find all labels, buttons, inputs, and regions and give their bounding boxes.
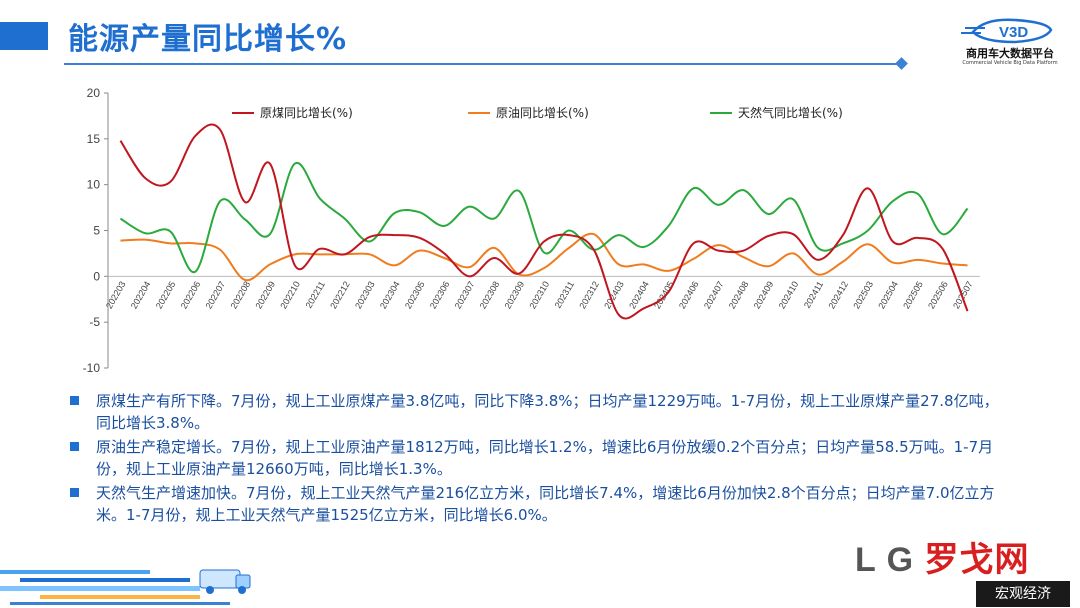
y-axis: -10 -5 0 5 10 15 20 (83, 86, 980, 375)
x-tick-label: 202308 (478, 279, 502, 310)
x-tick-label: 202409 (752, 279, 776, 310)
x-tick-label: 202211 (304, 279, 327, 309)
page-title: 能源产量同比增长% (68, 22, 348, 57)
x-tick-label: 202212 (328, 279, 352, 310)
x-tick-label: 202309 (503, 279, 527, 310)
bullet-gas-text: 天然气生产增速加快。7月份，规上工业天然气产量216亿立方米，同比增长7.4%，… (96, 484, 995, 524)
chart-series (119, 123, 969, 320)
x-tick-label: 202507 (951, 279, 975, 310)
series-line-1 (120, 232, 968, 282)
x-tick-label: 202410 (777, 279, 801, 310)
y-tick-label: -5 (89, 315, 100, 329)
brand-cn: 罗戈网 (924, 541, 1030, 579)
bullet-square-icon (70, 488, 79, 497)
y-tick-label: -10 (83, 361, 101, 375)
x-tick-label: 202310 (528, 279, 552, 310)
logo-subtitle: Commercial Vehicle Big Data Platform (962, 60, 1058, 66)
x-tick-label: 202305 (403, 279, 427, 310)
y-tick-label: 20 (87, 86, 101, 100)
bullet-gas: 天然气生产增速加快。7月份，规上工业天然气产量216亿立方米，同比增长7.4%，… (68, 482, 1013, 526)
x-tick-label: 202408 (727, 279, 751, 310)
x-tick-label: 202506 (926, 279, 950, 310)
bullet-square-icon (70, 396, 79, 405)
commentary-list: 原煤生产有所下降。7月份，规上工业原煤产量3.8亿吨，同比下降3.8%；日均产量… (68, 390, 1013, 528)
y-tick-label: 10 (87, 178, 101, 192)
x-tick-label: 202303 (353, 279, 377, 310)
x-tick-label: 202205 (154, 279, 178, 310)
x-tick-label: 202306 (428, 279, 452, 310)
x-tick-label: 202407 (702, 279, 726, 310)
bullet-coal-text: 原煤生产有所下降。7月份，规上工业原煤产量3.8亿吨，同比下降3.8%；日均产量… (96, 392, 999, 432)
x-tick-label: 202207 (204, 279, 228, 310)
x-tick-label: 202412 (826, 279, 850, 310)
series-line-0 (119, 123, 969, 320)
series-line-2 (119, 161, 969, 273)
x-tick-label: 202206 (179, 279, 203, 310)
legend-label-2: 天然气同比增长(%) (738, 105, 843, 120)
chart-legend: 原煤同比增长(%) 原油同比增长(%) 天然气同比增长(%) (232, 105, 843, 120)
bullet-coal: 原煤生产有所下降。7月份，规上工业原煤产量3.8亿吨，同比下降3.8%；日均产量… (68, 390, 1013, 434)
x-tick-label: 202503 (851, 279, 875, 310)
y-tick-label: 5 (93, 224, 100, 238)
x-tick-label: 202209 (253, 279, 277, 310)
x-tick-label: 202210 (278, 279, 302, 310)
x-tick-label: 202505 (901, 279, 925, 310)
footer-truck-graphic (0, 569, 251, 605)
v3-logo-icon: V3D (961, 18, 1053, 44)
divider-dot (895, 57, 908, 70)
bullet-square-icon (70, 442, 79, 451)
svg-text:V3D: V3D (999, 24, 1028, 41)
legend-label-0: 原煤同比增长(%) (260, 106, 353, 120)
platform-logo: V3D 商用车大数据平台 Commercial Vehicle Big Data… (955, 16, 1065, 72)
y-tick-label: 0 (93, 269, 100, 283)
bullet-oil-text: 原油生产稳定增长。7月份，规上工业原油产量1812万吨，同比增长1.2%，增速比… (96, 438, 994, 478)
title-accent-bar (0, 22, 48, 50)
title-divider (64, 63, 900, 65)
logo-brand: L G 罗戈网 (855, 532, 1030, 581)
x-tick-label: 202208 (229, 279, 253, 310)
energy-yoy-line-chart: -10 -5 0 5 10 15 20 202203 202204 202205 202206 20… (83, 86, 980, 375)
y-tick-label: 15 (87, 132, 101, 146)
bullet-oil: 原油生产稳定增长。7月份，规上工业原油产量1812万吨，同比增长1.2%，增速比… (68, 436, 1013, 480)
x-tick-label: 202304 (378, 279, 402, 310)
x-tick-label: 202504 (876, 279, 900, 310)
x-tick-label: 202411 (802, 279, 825, 309)
x-tick-label: 202204 (129, 279, 153, 310)
brand-log: L G (855, 541, 915, 579)
x-tick-label: 202307 (453, 279, 477, 310)
logo-name: 商用车大数据平台 (966, 47, 1054, 60)
x-tick-label: 202312 (577, 279, 601, 310)
x-tick-label: 202311 (553, 279, 576, 309)
legend-label-1: 原油同比增长(%) (496, 106, 589, 120)
section-tag: 宏观经济 (976, 581, 1070, 607)
x-axis-ticks: 202203 202204 202205 202206 202207 202208 2022… (104, 279, 975, 310)
x-tick-label: 202406 (677, 279, 701, 310)
